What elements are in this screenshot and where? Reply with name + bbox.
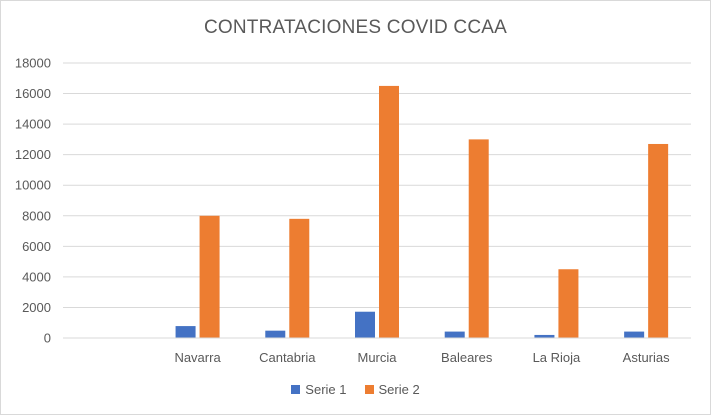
- x-tick-label: Cantabria: [259, 350, 316, 365]
- chart-title: CONTRATACIONES COVID CCAA: [203, 17, 508, 38]
- legend-label-serie-2: Serie 2: [378, 382, 420, 397]
- y-tick-label: 6000: [22, 239, 51, 254]
- y-tick-label: 2000: [22, 300, 51, 315]
- x-tick-label: Baleares: [441, 350, 493, 365]
- legend-item-serie-2: Serie 2: [364, 382, 420, 397]
- bar-serie-2: [468, 139, 489, 338]
- y-tick-label: 12000: [15, 147, 51, 162]
- x-tick-label: Murcia: [357, 350, 397, 365]
- y-tick-label: 16000: [15, 86, 51, 101]
- bar-serie-2: [558, 269, 579, 338]
- y-tick-label: 10000: [15, 178, 51, 193]
- y-tick-label: 18000: [15, 56, 51, 71]
- x-tick-label: Asturias: [623, 350, 670, 365]
- bar-serie-1: [444, 331, 465, 338]
- legend-swatch-serie-1: [291, 385, 301, 394]
- bar-serie-2: [379, 85, 399, 339]
- bar-serie-1: [534, 334, 555, 338]
- legend-item-serie-1: Serie 1: [291, 382, 347, 397]
- legend: Serie 1 Serie 2: [1, 382, 710, 397]
- legend-swatch-serie-2: [364, 385, 374, 394]
- bar-serie-1: [355, 311, 375, 338]
- y-tick-label: 4000: [22, 269, 51, 284]
- bar-serie-1: [265, 330, 286, 338]
- bar-serie-1: [624, 331, 645, 338]
- x-tick-label: La Rioja: [533, 350, 581, 365]
- y-tick-label: 8000: [22, 208, 51, 223]
- bar-serie-2: [289, 218, 310, 338]
- legend-label-serie-1: Serie 1: [305, 382, 347, 397]
- bar-serie-2: [648, 143, 669, 338]
- x-tick-label: Navarra: [174, 350, 221, 365]
- y-tick-label: 14000: [15, 117, 51, 132]
- y-tick-label: 0: [44, 331, 51, 346]
- bar-serie-2: [199, 215, 220, 338]
- bar-serie-1: [175, 326, 196, 338]
